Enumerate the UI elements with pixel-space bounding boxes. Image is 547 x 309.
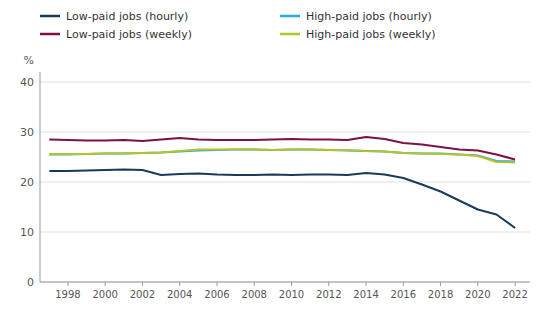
x-tick: [440, 282, 441, 286]
x-tick: [254, 282, 255, 286]
legend-label: Low-paid jobs (weekly): [66, 28, 192, 41]
y-tick-label: 30: [20, 126, 34, 139]
x-tick: [179, 282, 180, 286]
y-tick-label: 20: [20, 176, 34, 189]
x-tick: [142, 282, 143, 286]
plot-area: [49, 137, 515, 228]
x-tick-label: 2014: [353, 289, 378, 300]
grid-line: [40, 232, 530, 233]
x-axis-line: [40, 282, 530, 283]
x-tick: [366, 282, 367, 286]
x-tick: [291, 282, 292, 286]
grid-line: [40, 132, 530, 133]
legend-swatch: [40, 15, 60, 18]
x-tick: [328, 282, 329, 286]
y-axis-line: [40, 72, 41, 282]
x-tick-label: 2004: [167, 289, 192, 300]
series-line: [49, 170, 515, 229]
legend-label: High-paid jobs (weekly): [306, 28, 436, 41]
x-tick-label: 2006: [204, 289, 229, 300]
x-tick-label: 2022: [502, 289, 527, 300]
legend: Low-paid jobs (hourly) High-paid jobs (ho…: [40, 10, 436, 41]
legend-swatch: [280, 15, 300, 18]
x-tick-label: 2020: [465, 289, 490, 300]
legend-label: Low-paid jobs (hourly): [66, 10, 188, 23]
x-tick: [477, 282, 478, 286]
x-tick-label: 2010: [279, 289, 304, 300]
x-tick: [105, 282, 106, 286]
chart: 0 10 20 30 40 1998 2000 2002 2004 2006 2008 2010 201…: [0, 0, 547, 309]
x-tick: [515, 282, 516, 286]
x-tick-label: 2002: [130, 289, 155, 300]
y-tick-label: 40: [20, 76, 34, 89]
x-tick: [403, 282, 404, 286]
x-tick-label: 2018: [428, 289, 453, 300]
y-tick-label: 10: [20, 226, 34, 239]
series-line: [49, 150, 515, 162]
x-tick: [67, 282, 68, 286]
legend-swatch: [40, 33, 60, 36]
series-line: [49, 137, 515, 160]
grid-line: [40, 82, 530, 83]
grid-line: [40, 282, 530, 283]
y-tick-label: 0: [27, 276, 34, 289]
x-tick-label: 2016: [391, 289, 416, 300]
x-tick-label: 2008: [242, 289, 267, 300]
grid-line: [40, 182, 530, 183]
x-tick: [216, 282, 217, 286]
legend-swatch: [280, 33, 300, 36]
x-tick-label: 2012: [316, 289, 341, 300]
series-line: [49, 150, 515, 163]
legend-label: High-paid jobs (hourly): [306, 10, 432, 23]
x-tick-label: 2000: [92, 289, 117, 300]
y-axis-label: %: [24, 54, 34, 67]
x-tick-label: 1998: [55, 289, 80, 300]
